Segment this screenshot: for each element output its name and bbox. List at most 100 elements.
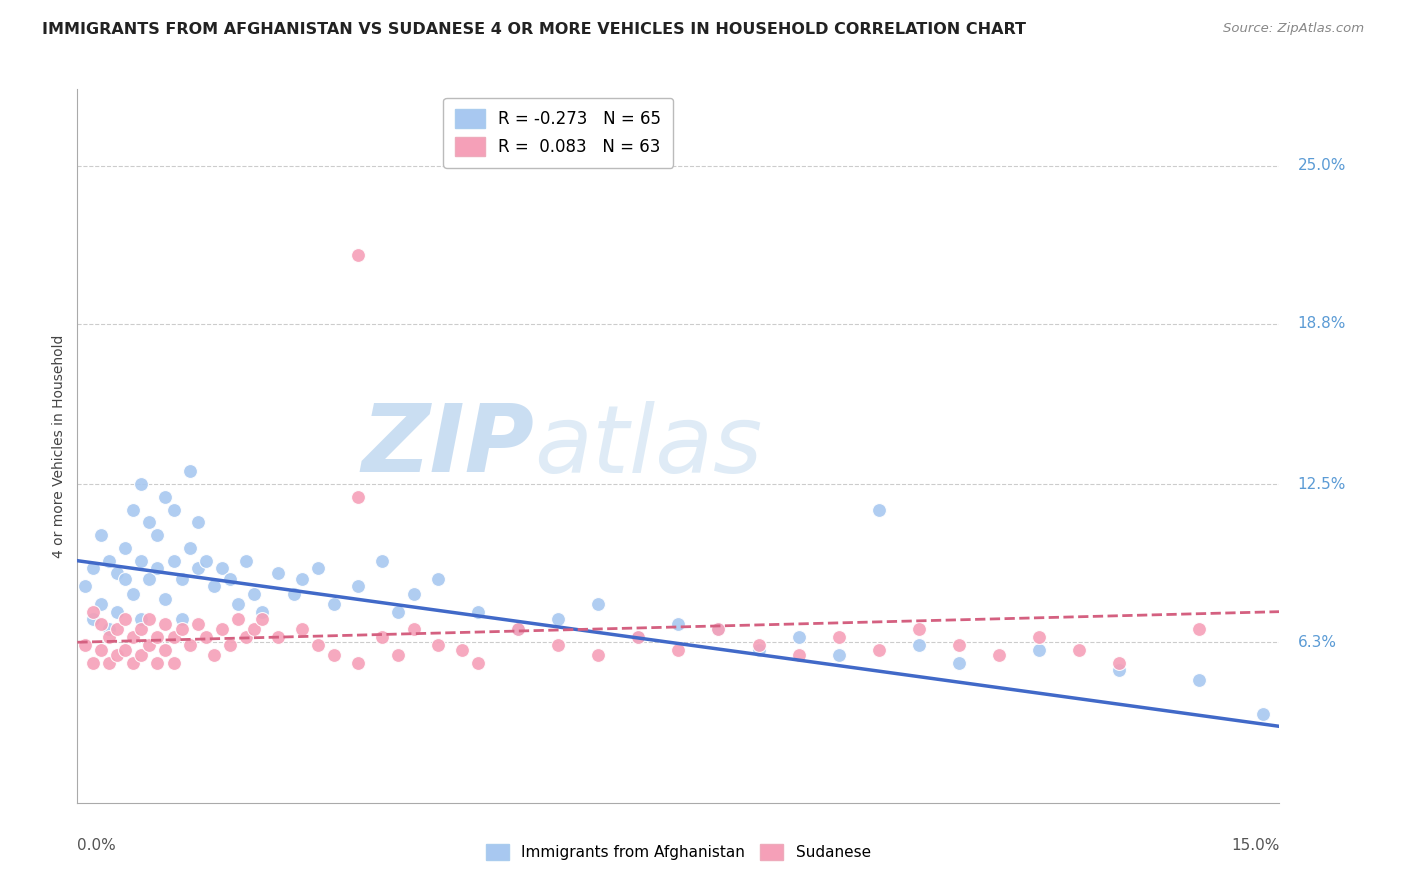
Point (226, 597, 249, 611)
Point (107, 566, 129, 581)
Point (347, 656, 370, 670)
Point (226, 612, 249, 626)
Point (131, 623, 153, 637)
Text: 18.8%: 18.8% (1298, 316, 1346, 331)
Point (787, 648, 810, 662)
Point (179, 638, 201, 652)
Point (347, 579, 370, 593)
Point (202, 579, 225, 593)
Text: ZIP: ZIP (361, 400, 534, 492)
Point (1069, 643, 1091, 657)
Point (107, 623, 129, 637)
Point (194, 630, 217, 644)
Point (1253, 706, 1275, 721)
Point (283, 587, 305, 601)
Point (162, 630, 184, 644)
Point (179, 465, 201, 479)
Point (122, 587, 145, 601)
Point (242, 587, 264, 601)
Point (868, 502, 890, 516)
Point (146, 656, 169, 670)
Point (1028, 643, 1050, 657)
Point (98, 630, 121, 644)
Point (162, 502, 184, 516)
Point (387, 648, 409, 662)
Point (155, 591, 177, 606)
Point (748, 643, 770, 657)
Point (114, 643, 136, 657)
Point (387, 605, 409, 619)
Point (138, 516, 160, 530)
Point (347, 248, 370, 262)
Point (186, 617, 209, 632)
Text: 12.5%: 12.5% (1298, 476, 1346, 491)
Point (627, 630, 650, 644)
Point (186, 516, 209, 530)
Point (748, 638, 770, 652)
Point (547, 612, 569, 626)
Point (202, 648, 225, 662)
Point (427, 572, 450, 586)
Point (402, 587, 425, 601)
Point (131, 477, 153, 491)
Point (170, 572, 193, 586)
Point (114, 572, 136, 586)
Point (155, 643, 177, 657)
Point (467, 605, 489, 619)
Point (75, 638, 97, 652)
Point (467, 656, 489, 670)
Point (138, 572, 160, 586)
Point (307, 561, 329, 575)
Point (82, 656, 104, 670)
Point (402, 623, 425, 637)
Point (707, 623, 730, 637)
Point (122, 630, 145, 644)
Text: Source: ZipAtlas.com: Source: ZipAtlas.com (1223, 22, 1364, 36)
Point (235, 554, 257, 568)
Text: atlas: atlas (534, 401, 762, 491)
Point (170, 623, 193, 637)
Text: 6.3%: 6.3% (1298, 635, 1337, 649)
Point (98, 554, 121, 568)
Point (82, 612, 104, 626)
Point (186, 561, 209, 575)
Point (908, 638, 931, 652)
Point (90, 643, 112, 657)
Text: 0.0%: 0.0% (77, 838, 117, 854)
Point (146, 630, 169, 644)
Point (322, 648, 344, 662)
Point (1108, 663, 1130, 677)
Point (235, 630, 257, 644)
Point (90, 597, 112, 611)
Point (668, 617, 690, 632)
Point (547, 638, 569, 652)
Point (131, 612, 153, 626)
Point (508, 623, 530, 637)
Point (162, 554, 184, 568)
Point (948, 638, 970, 652)
Point (170, 612, 193, 626)
Point (194, 554, 217, 568)
Text: 15.0%: 15.0% (1232, 838, 1279, 854)
Point (588, 648, 610, 662)
Point (451, 643, 474, 657)
Point (211, 561, 233, 575)
Point (322, 597, 344, 611)
Point (1188, 673, 1211, 688)
Text: IMMIGRANTS FROM AFGHANISTAN VS SUDANESE 4 OR MORE VEHICLES IN HOUSEHOLD CORRELAT: IMMIGRANTS FROM AFGHANISTAN VS SUDANESE … (42, 22, 1026, 37)
Point (427, 638, 450, 652)
Point (114, 541, 136, 555)
Point (828, 648, 851, 662)
Point (828, 630, 851, 644)
Point (508, 623, 530, 637)
Point (668, 643, 690, 657)
Point (1028, 630, 1050, 644)
Point (1188, 623, 1211, 637)
Point (211, 623, 233, 637)
Point (179, 541, 201, 555)
Point (908, 623, 931, 637)
Y-axis label: 4 or more Vehicles in Household: 4 or more Vehicles in Household (52, 334, 66, 558)
Point (90, 528, 112, 542)
Point (107, 605, 129, 619)
Point (250, 612, 273, 626)
